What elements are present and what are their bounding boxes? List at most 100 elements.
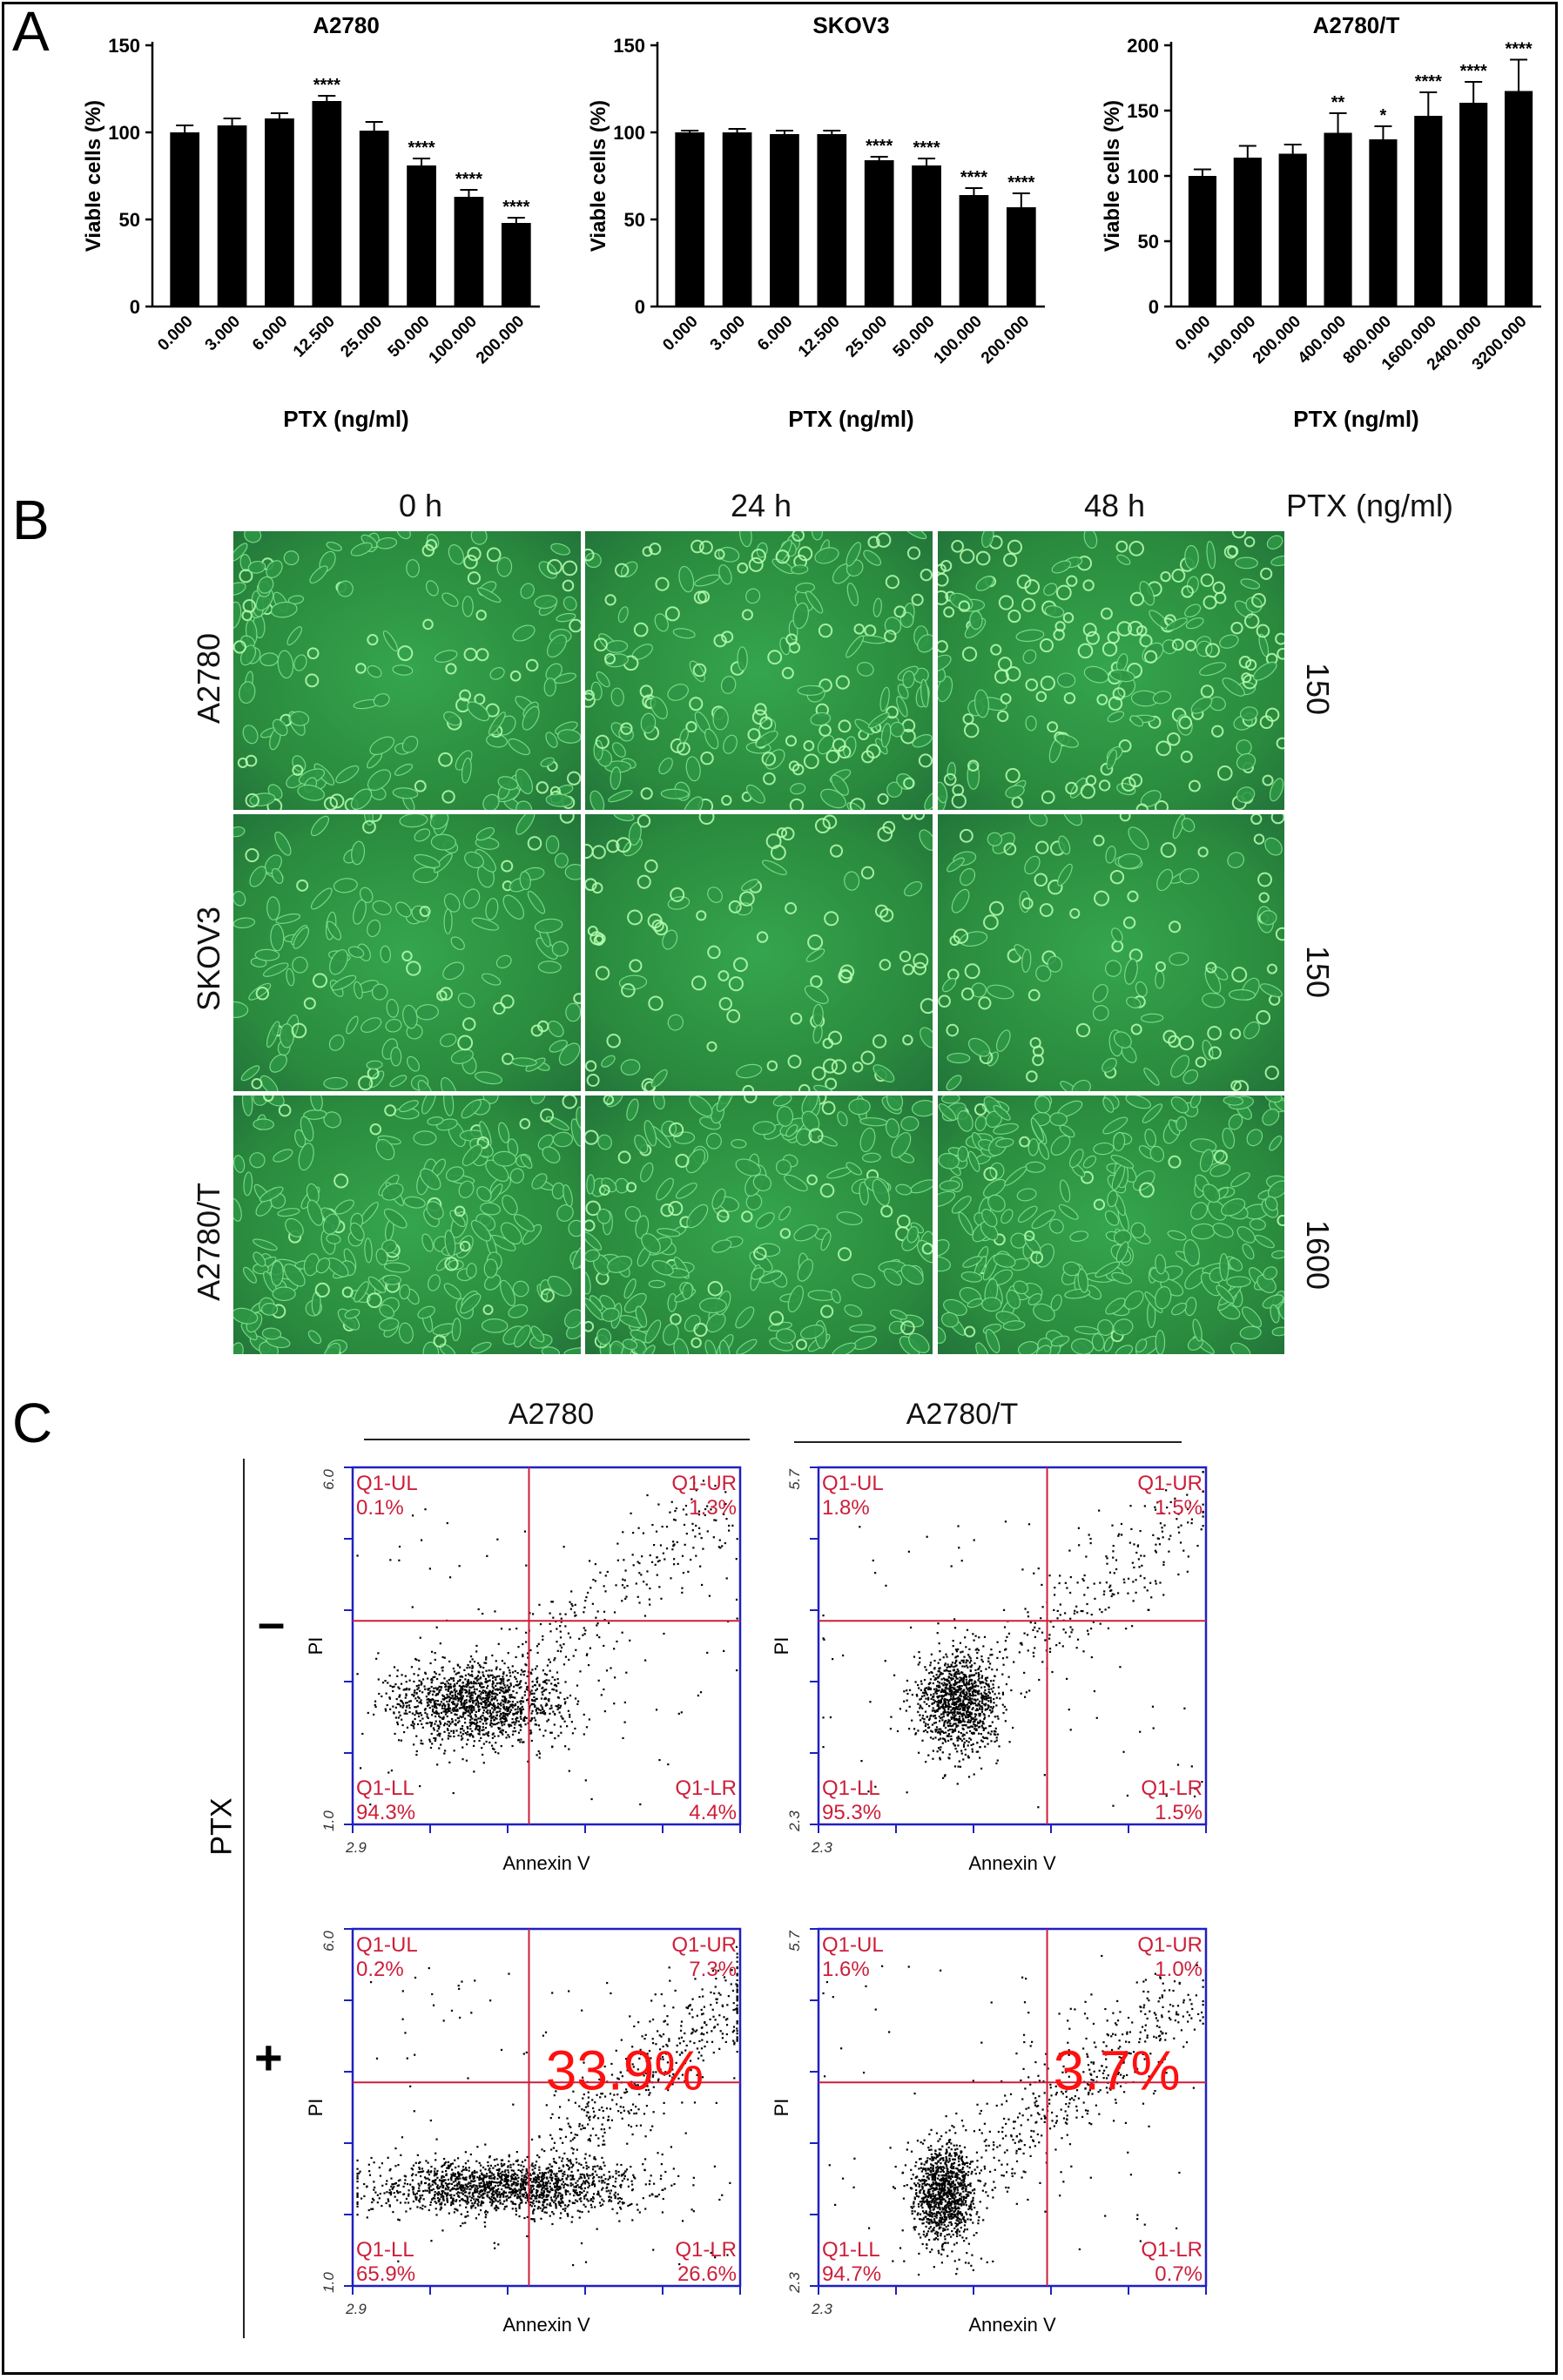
- round-cell: [806, 1174, 818, 1185]
- round-cell: [1062, 612, 1075, 624]
- event-dot: [426, 1716, 428, 1718]
- event-dot: [402, 1689, 405, 1691]
- significance-label: ****: [1415, 72, 1442, 91]
- event-dot: [504, 1701, 507, 1704]
- event-dot: [492, 1692, 495, 1695]
- round-cell: [419, 906, 431, 917]
- event-dot: [941, 1742, 944, 1744]
- event-dot: [401, 1702, 405, 1705]
- event-dot: [967, 1707, 970, 1709]
- spread-cell: [430, 833, 457, 851]
- event-dot: [413, 1673, 415, 1675]
- event-dot: [543, 1713, 547, 1716]
- event-dot: [930, 1697, 933, 1701]
- event-dot: [435, 1738, 437, 1741]
- event-dot: [952, 1701, 954, 1703]
- event-dot: [556, 1671, 559, 1674]
- event-dot: [964, 1674, 967, 1676]
- spread-cell: [444, 1230, 456, 1257]
- event-dot: [514, 1708, 516, 1711]
- spread-cell: [755, 1212, 775, 1230]
- event-dot: [378, 1692, 381, 1696]
- round-cell: [913, 814, 926, 820]
- event-dot: [542, 1669, 544, 1672]
- event-dot: [451, 1709, 454, 1711]
- event-dot: [554, 1737, 556, 1740]
- round-cell: [962, 713, 974, 725]
- event-dot: [638, 1572, 641, 1574]
- round-cell: [585, 1219, 596, 1232]
- spread-cell: [519, 871, 531, 891]
- event-dot: [498, 1689, 501, 1691]
- spread-cell: [981, 1297, 1002, 1312]
- event-dot: [723, 1513, 725, 1515]
- event-dot: [436, 1729, 439, 1732]
- event-dot: [983, 1736, 986, 1740]
- spread-cell: [458, 1180, 475, 1198]
- event-dot: [944, 1678, 947, 1681]
- event-dot: [446, 1693, 448, 1696]
- event-dot: [464, 1722, 467, 1724]
- event-dot: [938, 1707, 940, 1709]
- round-cell: [1082, 623, 1097, 637]
- bar: [1414, 116, 1443, 307]
- event-dot: [935, 1726, 939, 1729]
- spread-cell: [805, 590, 824, 614]
- round-cell: [1139, 634, 1153, 648]
- event-dot: [1098, 1608, 1102, 1611]
- event-dot: [491, 1682, 494, 1686]
- event-dot: [978, 1674, 980, 1676]
- event-dot: [543, 1712, 547, 1715]
- spread-cell: [846, 802, 864, 810]
- round-cell: [920, 998, 933, 1015]
- event-dot: [475, 1676, 478, 1679]
- spread-cell: [373, 693, 390, 707]
- round-cell: [884, 630, 897, 643]
- spread-cell: [975, 1342, 990, 1354]
- event-dot: [470, 1711, 474, 1714]
- event-dot: [1162, 1561, 1165, 1563]
- event-dot: [460, 1706, 463, 1709]
- spread-cell: [548, 1021, 564, 1038]
- event-dot: [431, 1710, 435, 1713]
- event-dot: [436, 1724, 439, 1727]
- round-cell: [1231, 967, 1248, 983]
- event-dot: [937, 1703, 940, 1706]
- round-cell: [693, 1322, 708, 1338]
- event-dot: [447, 1737, 449, 1740]
- event-dot: [935, 1729, 938, 1731]
- spread-cell: [496, 556, 513, 577]
- event-dot: [963, 1709, 966, 1711]
- event-dot: [973, 1639, 975, 1642]
- spread-cell: [233, 1001, 249, 1018]
- event-dot: [387, 1771, 390, 1774]
- event-dot: [984, 1745, 987, 1748]
- x-tick-label: 200.000: [978, 313, 1033, 367]
- event-dot: [994, 1693, 996, 1696]
- spread-cell: [1189, 1138, 1217, 1153]
- spread-cell: [464, 851, 484, 869]
- round-cell: [696, 910, 707, 921]
- event-dot: [512, 1712, 515, 1716]
- event-dot: [929, 1715, 932, 1717]
- event-dot: [405, 1694, 408, 1696]
- spread-cell: [514, 1325, 531, 1348]
- event-dot: [427, 1702, 429, 1704]
- round-cell: [616, 837, 632, 853]
- event-dot: [650, 1561, 654, 1563]
- event-dot: [987, 1715, 990, 1717]
- event-dot: [463, 1669, 466, 1671]
- event-dot: [971, 1701, 974, 1703]
- round-cell: [901, 814, 913, 820]
- event-dot: [488, 1741, 491, 1744]
- round-cell: [839, 969, 853, 984]
- quadrant-lr-value: 4.4%: [689, 1801, 737, 1824]
- round-cell: [527, 836, 542, 851]
- spread-cell: [1207, 1200, 1227, 1221]
- round-cell: [766, 1060, 778, 1072]
- event-dot: [672, 1518, 676, 1521]
- event-dot: [499, 1710, 502, 1713]
- round-cell: [314, 1282, 330, 1298]
- event-dot: [495, 1711, 498, 1714]
- event-dot: [404, 1712, 408, 1715]
